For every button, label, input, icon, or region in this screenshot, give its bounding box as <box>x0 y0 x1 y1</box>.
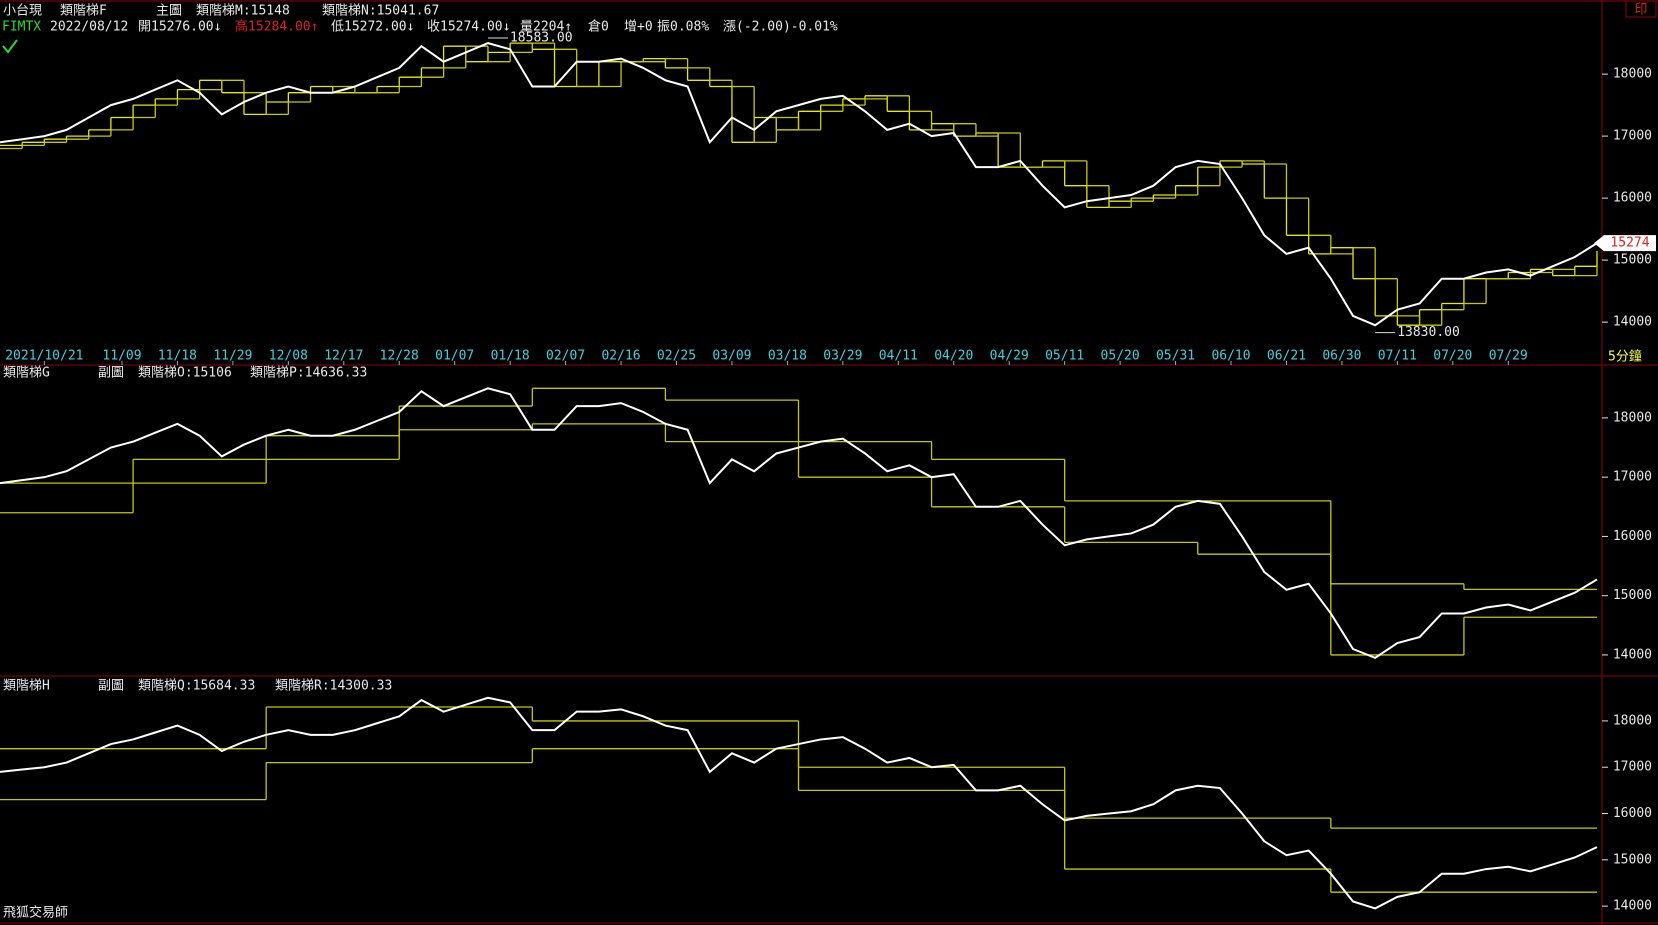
x-tick-label: 12/28 <box>380 349 419 364</box>
y-tick-label: 18000 <box>1613 410 1652 425</box>
quote-date: 2022/08/12 <box>50 20 128 35</box>
quote-field: 低15272.00↓ <box>331 20 414 35</box>
x-tick-label: 2021/10/21 <box>5 349 83 364</box>
y-tick-label: 16000 <box>1613 806 1652 821</box>
legend-entry: 類階梯O:15106 <box>138 366 232 381</box>
y-tick-label: 14000 <box>1613 647 1652 662</box>
x-tick-label: 03/29 <box>823 349 862 364</box>
price-line <box>0 696 1598 910</box>
legend-entry: 類階梯P:14636.33 <box>250 366 367 381</box>
x-tick-label: 01/18 <box>491 349 530 364</box>
y-tick-label: 14000 <box>1613 899 1652 914</box>
legend-entry: 類階梯Q:15684.33 <box>138 679 255 694</box>
y-tick-label: 17000 <box>1613 470 1652 485</box>
x-tick-label: 02/07 <box>546 349 585 364</box>
annotation: 18583.00 <box>510 30 573 45</box>
x-tick-label: 07/20 <box>1433 349 1472 364</box>
panel-title: 類階梯H <box>3 679 50 694</box>
x-tick-label: 06/10 <box>1211 349 1250 364</box>
y-tick-label: 18000 <box>1613 713 1652 728</box>
x-tick-label: 05/31 <box>1156 349 1195 364</box>
quote-field: 開15276.00↓ <box>138 20 221 35</box>
panel-tag: 副圖 <box>98 366 124 381</box>
print-button[interactable] <box>1625 0 1657 18</box>
x-tick-label: 04/20 <box>934 349 973 364</box>
quote-field: 振0.08% <box>657 20 709 35</box>
legend-entry: 類階梯R:14300.33 <box>275 679 392 694</box>
price-pointer <box>1594 235 1604 252</box>
x-tick-label: 04/11 <box>879 349 918 364</box>
quote-field: 收15274.00↓ <box>427 20 510 35</box>
y-tick-label: 14000 <box>1613 315 1652 330</box>
price-line <box>0 42 1598 327</box>
x-tick-label: 02/25 <box>657 349 696 364</box>
y-tick-label: 15000 <box>1613 253 1652 268</box>
x-tick-label: 12/08 <box>269 349 308 364</box>
price-badge-label: 15274 <box>1610 236 1649 251</box>
x-tick-label: 03/18 <box>768 349 807 364</box>
x-tick-label: 06/21 <box>1267 349 1306 364</box>
x-tick-label: 05/11 <box>1045 349 1084 364</box>
price-line <box>0 387 1598 660</box>
app-name: 飛狐交易師 <box>3 905 68 921</box>
y-tick-label: 15000 <box>1613 588 1652 603</box>
print-button-label[interactable]: 印 <box>1634 3 1647 18</box>
timeframe: 5分鐘 <box>1608 349 1642 365</box>
legend-entry: 類階梯M:15148 <box>196 4 290 19</box>
x-tick-label: 02/16 <box>601 349 640 364</box>
panel-tag: 主圖 <box>156 4 182 19</box>
annotation: 13830.00 <box>1397 325 1460 340</box>
x-tick-label: 05/20 <box>1101 349 1140 364</box>
x-tick-label: 11/29 <box>213 349 252 364</box>
y-tick-label: 16000 <box>1613 529 1652 544</box>
panel-title: 小台現 <box>3 4 42 19</box>
quote-field: 倉0 <box>588 20 609 35</box>
x-tick-label: 04/29 <box>990 349 1029 364</box>
x-tick-label: 11/09 <box>102 349 141 364</box>
x-tick-label: 03/09 <box>712 349 751 364</box>
panel-tag: 副圖 <box>98 679 124 694</box>
quote-field: 量2204↑ <box>520 20 572 35</box>
y-tick-label: 16000 <box>1613 191 1652 206</box>
legend-entry: 類階梯N:15041.67 <box>322 4 439 19</box>
price-badge <box>1604 235 1656 252</box>
y-tick-label: 17000 <box>1613 760 1652 775</box>
x-tick-label: 12/17 <box>324 349 363 364</box>
panel-subtitle: 類階梯F <box>60 4 107 19</box>
y-tick-label: 18000 <box>1613 67 1652 82</box>
quote-field: 增+0 <box>624 20 653 35</box>
symbol: FIMTX <box>2 20 41 35</box>
panel-title: 類階梯G <box>3 366 50 381</box>
x-tick-label: 01/07 <box>435 349 474 364</box>
x-tick-label: 07/29 <box>1489 349 1528 364</box>
y-tick-label: 15000 <box>1613 852 1652 867</box>
quote-field: 高15284.00↑ <box>235 19 318 35</box>
x-tick-label: 07/11 <box>1378 349 1417 364</box>
y-tick-label: 17000 <box>1613 129 1652 144</box>
x-tick-label: 11/18 <box>158 349 197 364</box>
quote-field: 漲(-2.00)-0.01% <box>723 20 838 35</box>
check-icon <box>2 39 18 54</box>
x-tick-label: 06/30 <box>1322 349 1361 364</box>
